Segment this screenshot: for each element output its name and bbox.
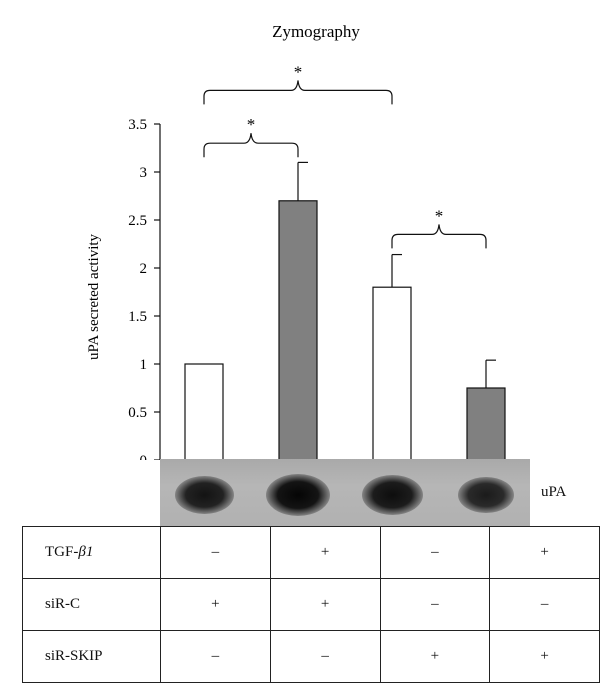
blot-label-upa: uPA — [541, 484, 567, 500]
significance-bracket-3 — [391, 224, 487, 249]
condition-label: TGF-β1 — [22, 526, 161, 579]
y-tick-label: 0.5 — [128, 405, 147, 421]
conditions-table: TGF-β1– + – + siR-C + + – – siR-SKIP – – + + — [22, 526, 600, 683]
bars-group — [184, 161, 506, 460]
significance-star-1: * — [247, 115, 256, 134]
blot-band-3 — [361, 475, 423, 515]
blot-band-1 — [174, 475, 234, 515]
condition-label-text: siR-SKIP — [45, 648, 103, 664]
condition-cell: – — [379, 578, 491, 631]
chart-title: Zymography — [272, 22, 360, 41]
condition-label: siR-SKIP — [22, 630, 161, 683]
bar-2 — [278, 200, 318, 460]
condition-label-symbol: β1 — [78, 544, 94, 560]
condition-cell: – — [269, 630, 381, 683]
y-tick-label: 3 — [140, 165, 148, 181]
bar-4 — [466, 387, 506, 460]
condition-cell: – — [379, 526, 491, 579]
y-axis-title: uPA secreted activity — [86, 233, 102, 360]
zymography-blot — [160, 459, 530, 526]
condition-cell: + — [489, 526, 600, 579]
significance-bracket-1 — [203, 133, 299, 158]
bar-3 — [372, 286, 412, 460]
y-tick-label: 3.5 — [128, 117, 147, 133]
blot-band-2 — [266, 474, 330, 516]
condition-cell: – — [489, 578, 600, 631]
condition-cell: + — [160, 578, 271, 631]
significance-brackets: * * * — [203, 62, 487, 249]
condition-cell: – — [160, 630, 271, 683]
condition-label: siR-C — [22, 578, 161, 631]
y-tick-label: 1.5 — [128, 309, 147, 325]
bar-chart: Zymography uPA secreted activity 0 0.5 1 1.… — [86, 22, 506, 460]
conditions-row: siR-SKIP – – + + — [22, 630, 600, 683]
y-tick-label: 1 — [140, 357, 148, 373]
y-tick-label: 2.5 — [128, 213, 147, 229]
bar-1 — [184, 363, 224, 460]
blot-band-4 — [458, 476, 514, 514]
condition-cell: + — [269, 578, 381, 631]
y-tick-label: 2 — [140, 261, 148, 277]
condition-cell: + — [379, 630, 491, 683]
significance-star-3: * — [435, 206, 444, 225]
condition-label-text: TGF- — [45, 544, 79, 560]
y-axis: 0 0.5 1 1.5 2 2.5 3 3.5 — [128, 117, 161, 460]
significance-star-2: * — [294, 62, 303, 81]
conditions-row: siR-C + + – – — [22, 578, 600, 631]
y-tick-label: 0 — [140, 453, 148, 460]
condition-cell: + — [489, 630, 600, 683]
conditions-row: TGF-β1– + – + — [22, 526, 600, 579]
condition-cell: – — [160, 526, 271, 579]
condition-cell: + — [269, 526, 381, 579]
condition-label-text: siR-C — [45, 596, 81, 612]
significance-bracket-2 — [203, 80, 393, 105]
